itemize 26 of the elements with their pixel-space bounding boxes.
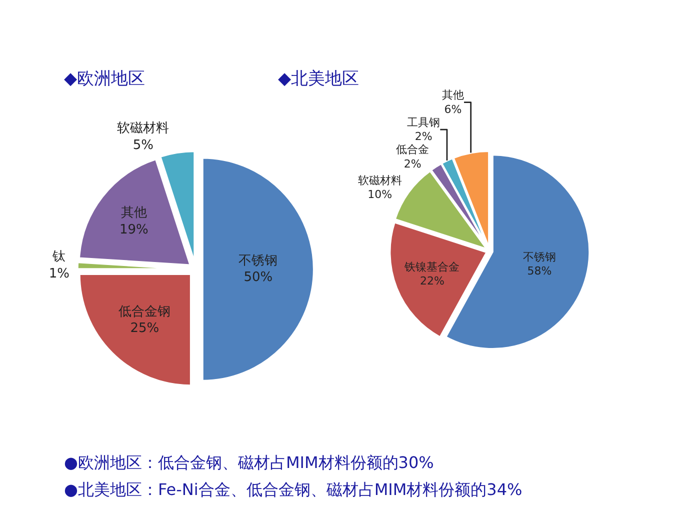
slice-label: 其他	[442, 88, 464, 102]
slice-label: 钛	[52, 250, 66, 265]
data-label: 1%	[48, 266, 70, 282]
text: ●北美地区：Fe-Ni合金、低合金钢、磁材占MIM材料份额的34%	[64, 480, 522, 499]
slice-label: 不锈钢	[238, 253, 278, 268]
data-label: 22%	[420, 274, 444, 288]
slice-label: 低合金	[396, 143, 430, 156]
data-label: 19%	[119, 222, 148, 238]
data-label: 58%	[527, 264, 552, 278]
slice-label: 铁镍基合金	[404, 260, 460, 274]
data-label: 2%	[414, 130, 432, 144]
data-label: 2%	[404, 158, 422, 170]
chart-title: ◆北美地区	[278, 69, 360, 89]
data-label: 25%	[130, 321, 160, 336]
text: ●欧洲地区：低合金钢、磁材占MIM材料份额的30%	[64, 453, 434, 472]
data-label: 50%	[244, 270, 273, 286]
data-label: 5%	[132, 138, 154, 153]
slice-label: 软磁材料	[117, 120, 170, 136]
slice-label: 软磁材料	[358, 174, 402, 187]
chart-title: ◆欧洲地区	[64, 69, 146, 89]
slice-label: 工具钢	[407, 116, 440, 129]
data-label: 10%	[368, 188, 392, 202]
slice-label: 不锈钢	[522, 250, 556, 264]
data-label: 6%	[444, 102, 462, 116]
slice-label: 低合金钢	[118, 304, 171, 320]
slice-label: 其他	[120, 205, 147, 220]
